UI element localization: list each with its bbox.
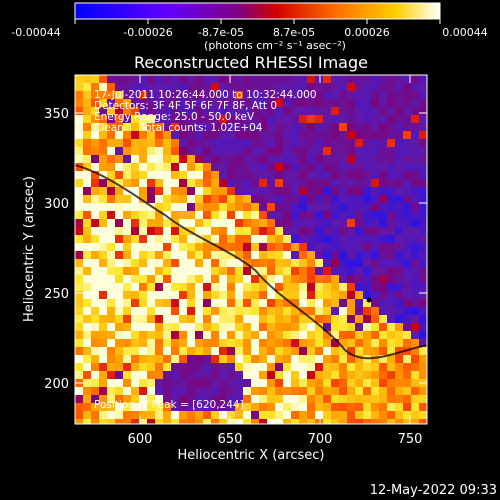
peak-marker: [366, 297, 372, 303]
y-tick-label: 350: [44, 107, 69, 122]
peak-position-text: Position of Peak = [620,244]: [94, 399, 244, 411]
colorbar-tick-label: -0.00044: [11, 26, 60, 39]
x-tick-label: 700: [308, 432, 333, 447]
colorbar-unit-label: (photons cm⁻² s⁻¹ asec⁻²): [204, 39, 346, 52]
y-axis-label: Heliocentric Y (arcsec): [22, 176, 37, 322]
timestamp: 12-May-2022 09:33: [370, 483, 497, 498]
colorbar-ticks: [74, 19, 441, 24]
info-line-clean: Clean Total counts: 1.02E+04: [94, 122, 263, 134]
colorbar: [74, 2, 441, 20]
info-line-time: 17-Jul-2011 10:26:44.000 to 10:32:44.000: [94, 89, 317, 101]
x-tick-label: 600: [128, 432, 153, 447]
colorbar-tick-label: -0.00026: [123, 26, 172, 39]
colorbar-tick-label: 0.00044: [442, 26, 488, 39]
axis-ticks: [75, 75, 427, 424]
plot-title: Reconstructed RHESSI Image: [134, 53, 368, 72]
rhessi-image: [75, 75, 427, 424]
y-tick-label: 200: [44, 377, 69, 392]
x-tick-label: 650: [218, 432, 243, 447]
info-line-detectors: Detectors: 3F 4F 5F 6F 7F 8F, Att 0: [94, 100, 277, 112]
x-tick-label: 750: [398, 432, 423, 447]
plot-frame: [74, 74, 428, 425]
colorbar-tick-label: -8.7e-05: [198, 26, 244, 39]
colorbar-tick-label: 0.00026: [344, 26, 390, 39]
x-axis-label: Heliocentric X (arcsec): [178, 448, 325, 463]
y-tick-label: 300: [44, 197, 69, 212]
info-line-energy: Energy Range: 25.0 - 50.0 keV: [94, 111, 255, 123]
colorbar-tick-label: 8.7e-05: [273, 26, 315, 39]
y-tick-label: 250: [44, 287, 69, 302]
